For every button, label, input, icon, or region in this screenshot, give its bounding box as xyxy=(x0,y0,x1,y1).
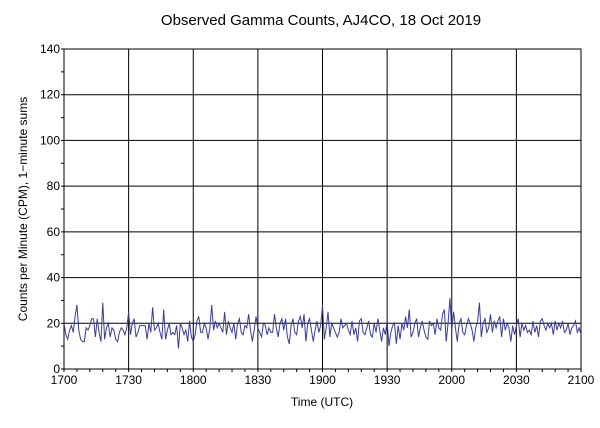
x-tick-label: 1930 xyxy=(374,373,401,387)
x-tick-label: 2000 xyxy=(438,373,465,387)
x-tick-label: 1700 xyxy=(51,373,78,387)
y-tick-label: 60 xyxy=(47,225,61,239)
x-tick-label: 2100 xyxy=(568,373,595,387)
x-tick-label: 1800 xyxy=(180,373,207,387)
x-tick-labels: 1700 1730 1800 1830 1900 1930 2000 2030 2100 xyxy=(51,373,595,387)
x-tick-label: 1730 xyxy=(115,373,142,387)
y-tick-label: 0 xyxy=(53,362,60,376)
x-axis-label: Time (UTC) xyxy=(291,395,353,409)
y-tick-label: 40 xyxy=(47,271,61,285)
x-tick-label: 1900 xyxy=(309,373,336,387)
y-axis-label: Counts per Minute (CPM), 1−minute sums xyxy=(16,97,30,321)
x-tick-label: 1830 xyxy=(245,373,272,387)
minor-ticks xyxy=(61,48,582,372)
y-tick-label: 120 xyxy=(40,88,60,102)
y-tick-labels: 0 20 40 60 80 100 120 140 xyxy=(40,42,60,376)
x-tick-label: 2030 xyxy=(503,373,530,387)
chart-title: Observed Gamma Counts, AJ4CO, 18 Oct 201… xyxy=(161,12,481,29)
y-tick-label: 140 xyxy=(40,42,60,56)
y-tick-label: 20 xyxy=(47,316,61,330)
y-tick-label: 100 xyxy=(40,133,60,147)
grid xyxy=(64,49,581,369)
y-tick-label: 80 xyxy=(47,179,61,193)
series-line xyxy=(63,298,582,349)
